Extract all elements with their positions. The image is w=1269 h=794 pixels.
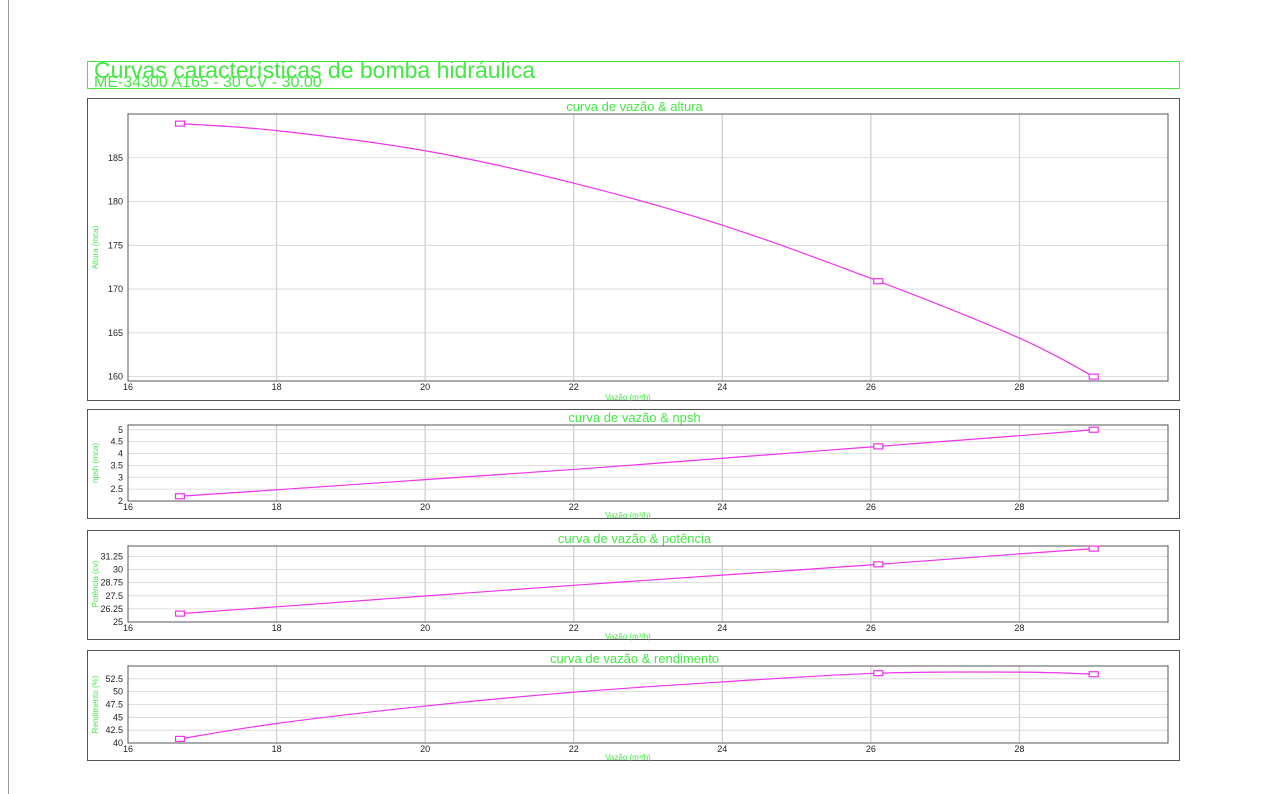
x-tick-label: 18 (272, 502, 282, 512)
data-point-marker (174, 493, 186, 500)
data-point-marker (1088, 545, 1099, 552)
chart-svg-npsh: curva de vazão & npsh 16 18 20 22 24 26 28 2 2.5 3… (91, 410, 1169, 520)
y-tick-label: 28.75 (100, 578, 123, 588)
y-tick-label: 45 (113, 712, 123, 722)
y-tick-label: 42.5 (105, 725, 123, 735)
series-line-head (179, 123, 1094, 378)
chart-title-power: curva de vazão & potência (558, 531, 712, 546)
x-tick-label: 24 (717, 382, 727, 392)
data-point-marker (873, 670, 884, 677)
y-tick-label: 175 (108, 240, 123, 250)
x-tick-label: 20 (420, 623, 430, 633)
page-title: Curvas características de bomba hidráuli… (94, 57, 536, 83)
chart-panel-power: curva de vazão & potência 16 18 20 22 24 26 28 2… (87, 530, 1180, 641)
data-point-marker (873, 561, 884, 568)
x-tick-label: 28 (1014, 502, 1024, 512)
y-axis-label: Rendimento (%) (91, 675, 100, 733)
y-tick-label: 27.5 (105, 591, 123, 601)
data-point-marker (873, 443, 884, 450)
x-tick-label: 28 (1014, 382, 1024, 392)
series-line-efficiency (179, 671, 1094, 740)
y-tick-label: 3.5 (110, 460, 123, 470)
y-tick-label: 31.25 (100, 551, 123, 561)
y-tick-label: 160 (108, 372, 123, 382)
chart-title-efficiency: curva de vazão & rendimento (550, 651, 719, 666)
y-tick-label: 2.5 (110, 484, 123, 494)
x-axis-label: Vazão (m³/h) (605, 753, 651, 762)
y-tick-label: 4 (118, 449, 123, 459)
y-tick-label: 2 (118, 496, 123, 506)
y-tick-label: 52.5 (105, 674, 123, 684)
chart-title-head: curva de vazão & altura (566, 99, 703, 114)
x-tick-label: 20 (420, 382, 430, 392)
page-subtitle: ME-34300 A165 - 30 CV - 30.00 (94, 74, 322, 91)
x-tick-label: 22 (569, 623, 579, 633)
x-tick-label: 26 (866, 502, 876, 512)
y-tick-label: 5 (118, 425, 123, 435)
data-point-marker (1088, 373, 1099, 380)
x-tick-label: 28 (1014, 623, 1024, 633)
x-axis-label: Vazão (m³/h) (605, 393, 651, 402)
data-point-marker (1088, 426, 1099, 433)
y-tick-label: 50 (113, 687, 123, 697)
chart-svg-efficiency: curva de vazão & rendimento 16 18 20 22 24 26 2… (91, 651, 1169, 762)
plot-frame (127, 545, 1169, 623)
y-tick-label: 26.25 (100, 604, 123, 614)
x-tick-label: 28 (1014, 744, 1024, 754)
data-point-marker (1088, 671, 1099, 678)
y-axis-label: Altura (mca) (91, 225, 100, 269)
y-tick-label: 30 (113, 565, 123, 575)
chart-panel-npsh: curva de vazão & npsh 16 18 20 22 24 26 28 2 2.5 3… (87, 409, 1180, 520)
y-axis-label: Potência (cv) (91, 560, 100, 607)
y-tick-label: 3 (118, 472, 123, 482)
series-line-npsh (179, 429, 1094, 497)
x-tick-label: 16 (123, 502, 133, 512)
y-tick-label: 4.5 (110, 437, 123, 447)
x-tick-label: 20 (420, 744, 430, 754)
x-tick-label: 16 (123, 623, 133, 633)
page-left-rule (8, 0, 9, 794)
x-tick-label: 26 (866, 382, 876, 392)
plot-frame (127, 113, 1169, 382)
x-tick-label: 22 (569, 502, 579, 512)
page-header: Curvas características de bomba hidráuli… (87, 57, 1180, 91)
y-tick-label: 180 (108, 197, 123, 207)
x-tick-label: 24 (717, 744, 727, 754)
chart-title-npsh: curva de vazão & npsh (568, 410, 700, 425)
y-tick-label: 185 (108, 153, 123, 163)
x-tick-label: 22 (569, 382, 579, 392)
data-point-marker (873, 278, 884, 285)
plot-frame (127, 424, 1169, 502)
x-tick-label: 16 (123, 744, 133, 754)
data-point-marker (174, 610, 186, 617)
y-tick-label: 170 (108, 284, 123, 294)
x-tick-label: 24 (717, 502, 727, 512)
y-tick-label: 25 (113, 617, 123, 627)
x-tick-label: 18 (272, 744, 282, 754)
x-axis-label: Vazão (m³/h) (605, 511, 651, 520)
x-axis-label: Vazão (m³/h) (605, 632, 651, 641)
y-tick-label: 40 (113, 738, 123, 748)
x-tick-label: 18 (272, 623, 282, 633)
y-tick-label: 165 (108, 328, 123, 338)
y-tick-label: 47.5 (105, 700, 123, 710)
y-axis-label: npsh (mca) (91, 443, 100, 483)
x-tick-label: 20 (420, 502, 430, 512)
x-tick-label: 18 (272, 382, 282, 392)
x-tick-label: 26 (866, 744, 876, 754)
x-tick-label: 22 (569, 744, 579, 754)
chart-svg-power: curva de vazão & potência 16 18 20 22 24 26 28 2… (91, 531, 1169, 641)
plot-frame (127, 665, 1169, 744)
chart-panel-head: curva de vazão & altura 16 18 20 22 24 26 28 160… (87, 98, 1180, 402)
x-tick-label: 24 (717, 623, 727, 633)
chart-panel-efficiency: curva de vazão & rendimento 16 18 20 22 24 26 2… (87, 650, 1180, 762)
x-tick-label: 16 (123, 382, 133, 392)
data-point-marker (174, 120, 186, 127)
chart-svg-head: curva de vazão & altura 16 18 20 22 24 26 28 160… (91, 99, 1169, 402)
data-point-marker (174, 735, 186, 742)
x-tick-label: 26 (866, 623, 876, 633)
series-line-power (179, 548, 1094, 615)
